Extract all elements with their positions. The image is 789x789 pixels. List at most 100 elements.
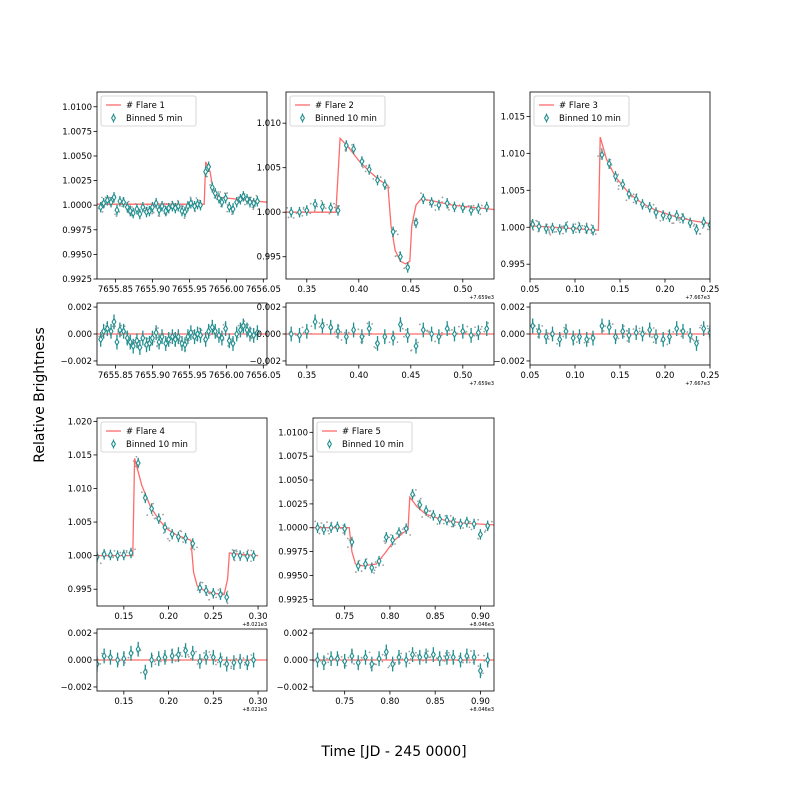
raw-point [679,221,681,224]
raw-point [192,329,195,332]
raw-point [333,331,336,334]
flare-panel-3: 0.05 0.10 0.15 0.20 0.25+7.667e30.9951.0001.… [494,91,720,387]
binned-point [251,331,257,340]
x-tick-label: 0.25 [701,371,720,381]
binned-point [146,339,153,348]
x-offset-label: +8.046e3 [469,707,494,713]
binned-point [701,217,707,227]
raw-point [182,541,184,544]
binned-point [251,655,257,665]
binned-point [212,189,218,198]
raw-point [328,212,331,215]
raw-point [104,196,107,199]
raw-point [396,341,399,344]
y-tick-label: 1.0075 [62,127,92,137]
raw-point [553,231,556,233]
raw-point [659,219,662,222]
binned-point [687,331,693,340]
binned-point [563,222,569,232]
raw-point [481,204,483,207]
raw-point [227,344,230,347]
raw-point [125,549,128,552]
raw-point [462,527,465,529]
raw-point [623,335,625,338]
raw-point [566,220,569,223]
raw-point [536,220,539,223]
raw-point [388,536,391,539]
binned-point [98,202,104,212]
raw-point [390,534,392,536]
binned-point [355,658,361,667]
binned-point [444,199,450,208]
model-line [286,136,494,265]
binned-point [429,198,435,207]
binned-point [234,197,240,207]
raw-point [196,589,199,592]
binned-point [197,331,204,340]
raw-point [236,336,239,339]
raw-point [92,558,94,560]
binned-point [626,189,632,199]
raw-point [217,588,220,591]
x-tick-label: 0.15 [114,697,133,707]
binned-point [209,322,215,332]
binned-point [321,525,327,534]
binned-point [117,325,123,335]
raw-point [458,655,461,658]
binned-point [576,332,583,341]
legend-binned-swatch [299,113,306,123]
binned-point [130,341,136,351]
raw-point [532,229,535,231]
binned-point [369,659,375,669]
raw-point [602,330,605,332]
raw-point [655,217,658,220]
binned-point [334,654,340,663]
raw-point [617,188,620,191]
x-tick-label: 0.15 [611,371,630,381]
y-tick-label: 1.0025 [278,500,308,510]
y-tick-label: 1.0025 [62,177,92,187]
binned-point [217,590,224,599]
binned-point [349,537,355,547]
raw-point [314,520,317,523]
x-tick-label: 7655.90 [135,285,170,295]
raw-point [468,526,471,529]
x-tick-label: 0.85 [426,612,445,622]
lightcurve-plot-area [92,455,259,605]
binned-point [674,211,680,220]
legend: # Flare 2 Binned 10 min [289,95,386,127]
raw-point [119,551,122,554]
raw-point [600,148,603,150]
y-tick-label: −0.002 [61,683,92,693]
binned-point [328,203,334,213]
x-tick-label: 0.75 [335,697,354,707]
raw-point [477,665,480,668]
raw-point [358,559,361,562]
binned-point [464,517,470,527]
raw-point [193,548,196,551]
x-offset-label: +7.659e3 [469,381,494,387]
raw-point [468,661,471,664]
raw-point [401,528,404,531]
raw-point [327,661,330,664]
raw-point [99,663,102,665]
binned-point [420,194,426,204]
binned-point [653,208,659,217]
binned-point [620,327,626,336]
binned-point [314,655,321,665]
y-tick-label: 1.015 [501,112,525,122]
legend-binned-label: Binned 10 min [342,440,404,450]
binned-point [190,539,196,548]
binned-point [156,337,162,347]
binned-point [410,490,416,499]
raw-point [178,339,181,342]
binned-point [166,203,172,213]
raw-point [686,331,689,333]
raw-point [226,590,229,593]
raw-point [381,660,384,663]
binned-point [674,324,680,333]
raw-point [181,204,183,207]
x-tick-label: 0.05 [521,285,540,295]
raw-point [216,661,219,664]
x-tick-label: 0.50 [453,371,472,381]
